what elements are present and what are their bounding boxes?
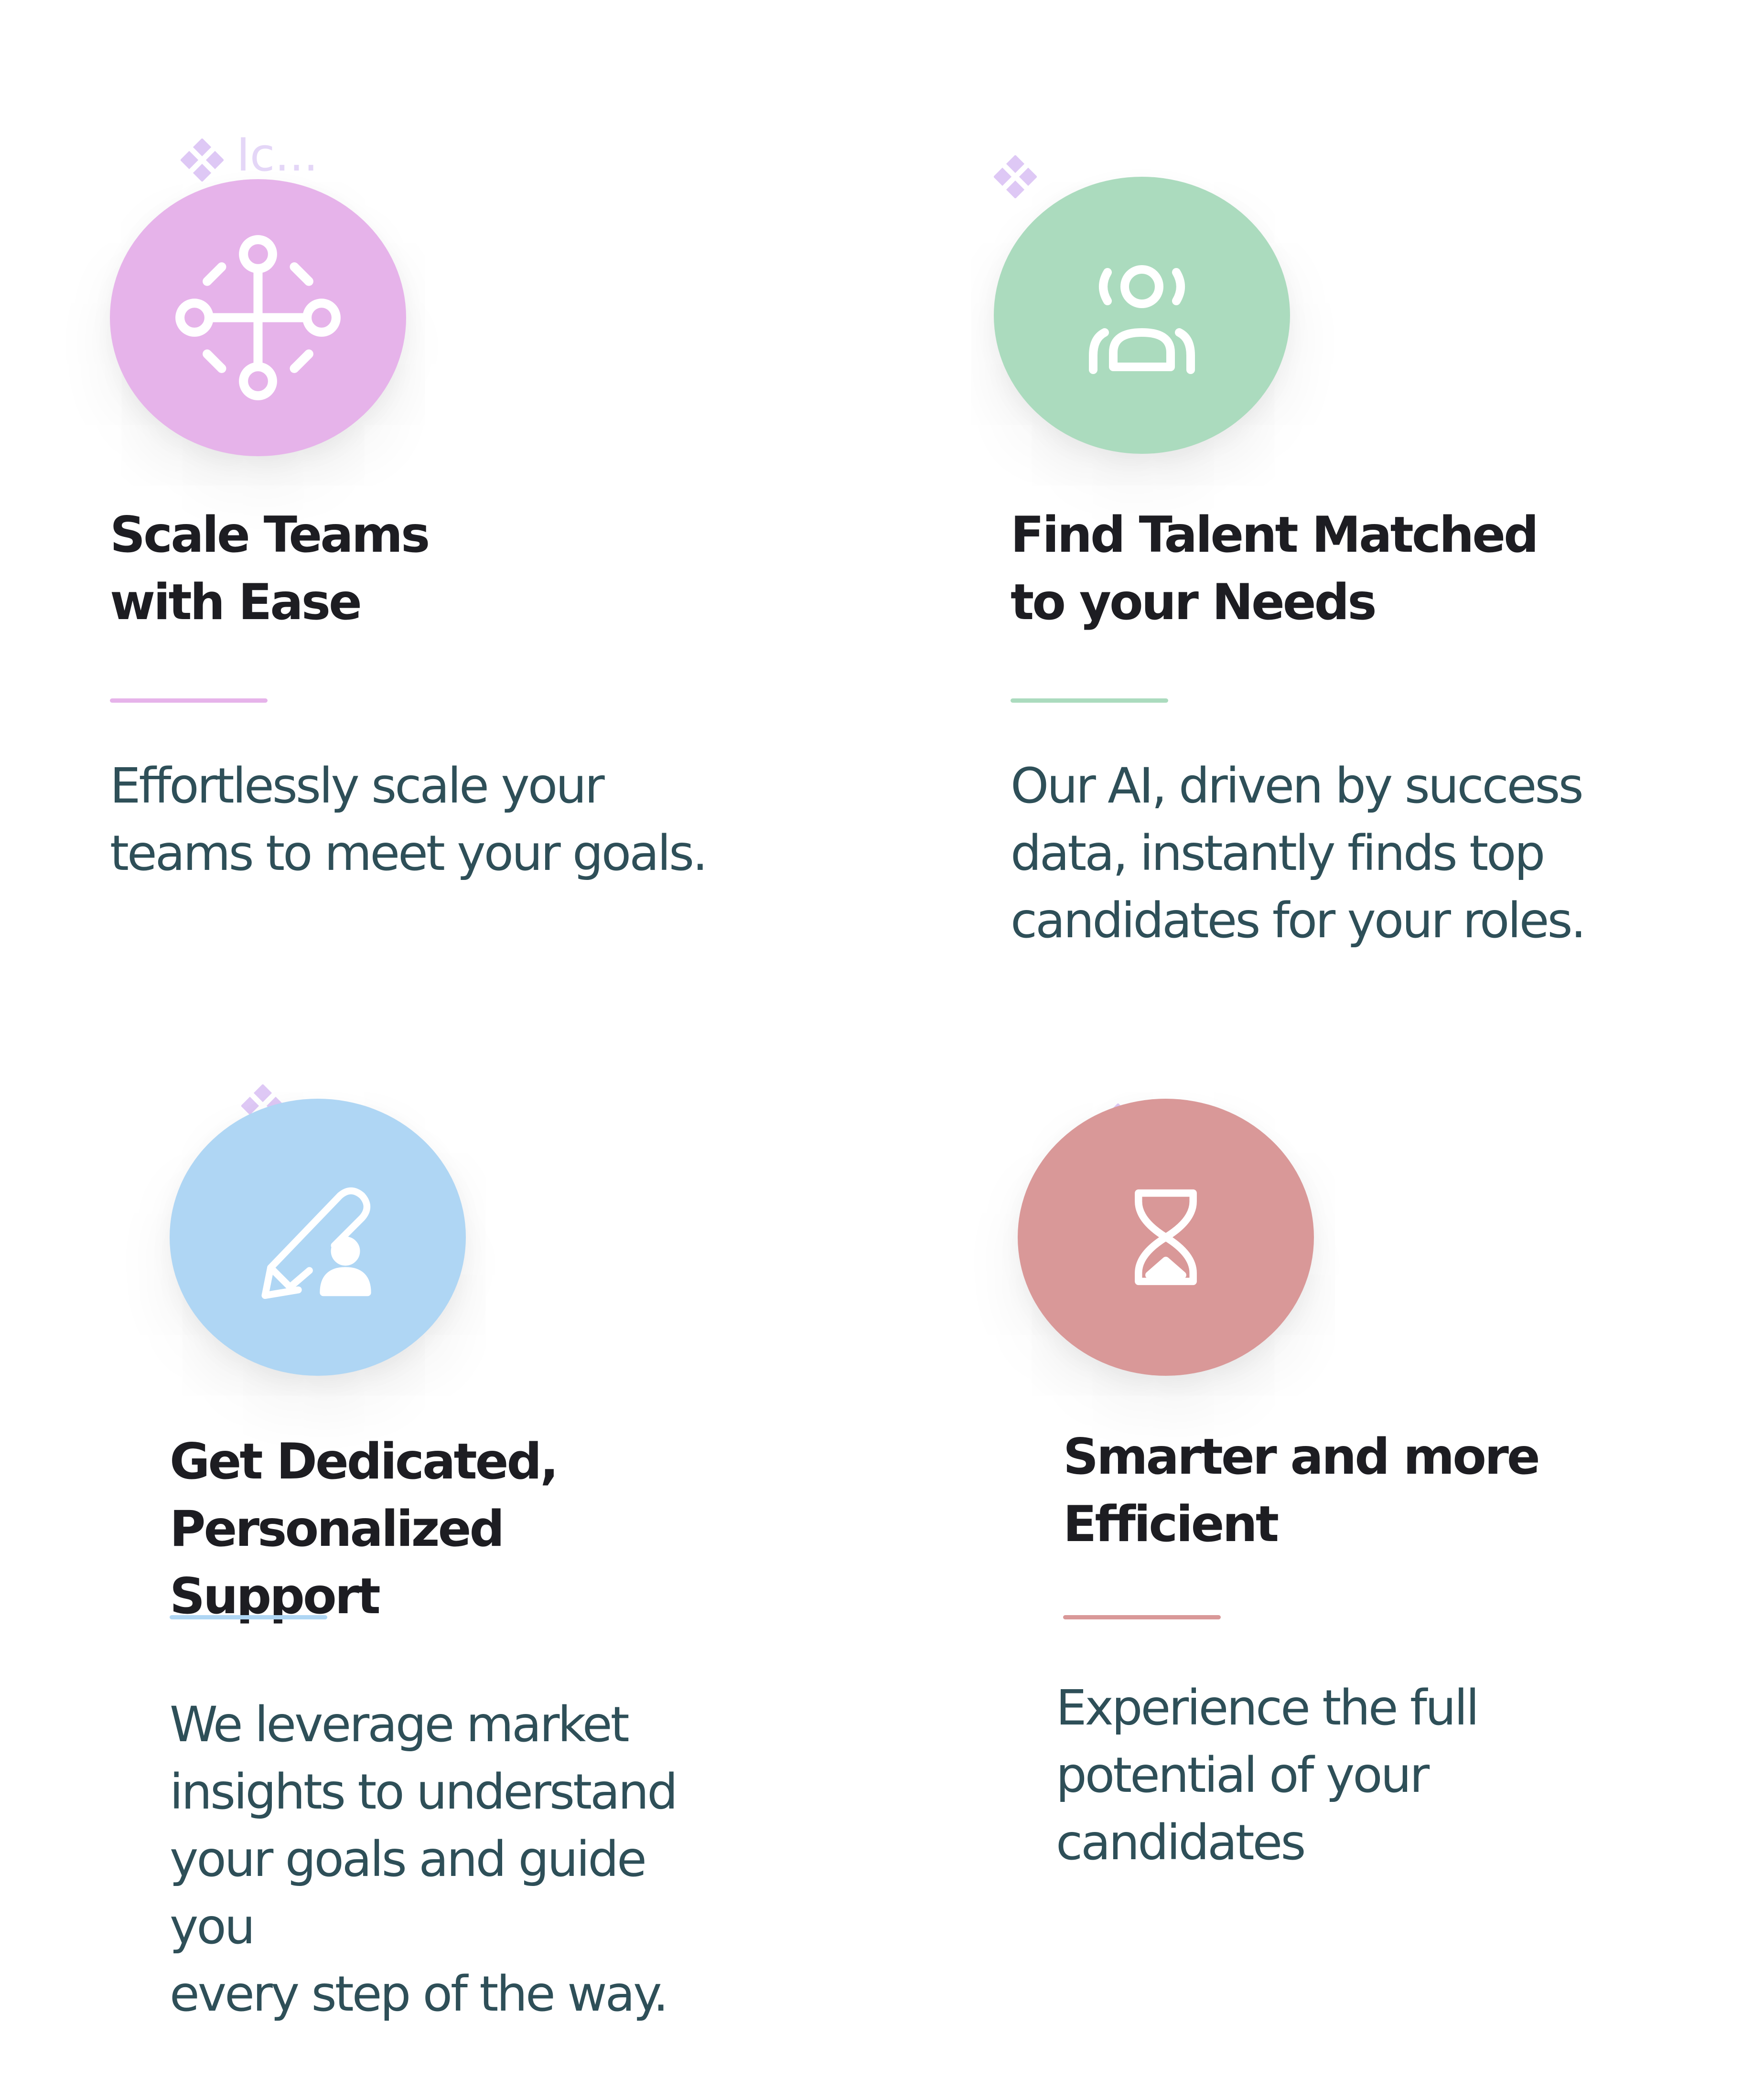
focus-person-icon [1089, 265, 1195, 374]
feature-description: Our AI, driven by success data, instantl… [1011, 752, 1586, 954]
desc-line: teams to meet your goals. [110, 825, 708, 882]
title-line: with Ease [110, 574, 362, 631]
desc-line: We leverage market [170, 1696, 630, 1753]
title-line: Scale Teams [110, 506, 430, 564]
feature-card-find-talent: Find Talent Matched to your Needs Our AI… [994, 0, 1710, 955]
desc-line: insights to understand [170, 1764, 678, 1821]
title-line: Get Dedicated, [170, 1433, 559, 1490]
blue-circle-badge [170, 1099, 466, 1376]
feature-card-smarter-efficient: Smarter and more Efficient Experience th… [994, 1051, 1710, 2006]
accent-divider [170, 1615, 327, 1619]
feature-description: Effortlessly scale your teams to meet yo… [110, 752, 708, 887]
desc-line: Our AI, driven by success [1011, 758, 1584, 814]
feature-title: Smarter and more Efficient [1063, 1424, 1540, 1558]
ghost-label: Ic... [237, 129, 318, 182]
feature-card-scale-teams: Ic... Scale Teams with Ease Effortlessly… [0, 0, 717, 955]
title-line: Find Talent Matched [1011, 506, 1539, 564]
red-circle-badge [1018, 1099, 1314, 1376]
title-line: Efficient [1063, 1496, 1279, 1553]
network-nodes-icon [175, 235, 341, 400]
pink-circle-badge [110, 179, 406, 456]
desc-line: every step of the way. [170, 1966, 668, 2023]
sparkle-icon [181, 139, 224, 182]
feature-title: Scale Teams with Ease [110, 502, 430, 636]
title-line: to your Needs [1011, 574, 1377, 631]
feature-description: Experience the full potential of your ca… [1056, 1674, 1479, 1876]
title-line: Personalized Support [170, 1500, 505, 1625]
sparkle-icon [994, 155, 1037, 198]
desc-line: data, instantly finds top [1011, 825, 1545, 882]
accent-divider [110, 698, 268, 703]
feature-title: Get Dedicated, Personalized Support [170, 1428, 717, 1630]
desc-line: Experience the full [1056, 1680, 1479, 1736]
accent-divider [1011, 698, 1168, 703]
green-circle-badge [994, 177, 1290, 454]
desc-line: candidates for your roles. [1011, 892, 1586, 949]
feature-card-dedicated-support: Get Dedicated, Personalized Support We l… [0, 1051, 717, 2023]
desc-line: candidates [1056, 1814, 1306, 1871]
desc-line: potential of your [1056, 1747, 1430, 1804]
desc-line: your goals and guide you [170, 1831, 647, 1955]
desc-line: Effortlessly scale your [110, 758, 605, 814]
pen-person-icon [261, 1187, 371, 1299]
hourglass-icon [1135, 1189, 1197, 1285]
title-line: Smarter and more [1063, 1428, 1540, 1486]
accent-divider [1063, 1615, 1221, 1619]
feature-description: We leverage market insights to understan… [170, 1691, 717, 2028]
feature-title: Find Talent Matched to your Needs [1011, 502, 1539, 636]
